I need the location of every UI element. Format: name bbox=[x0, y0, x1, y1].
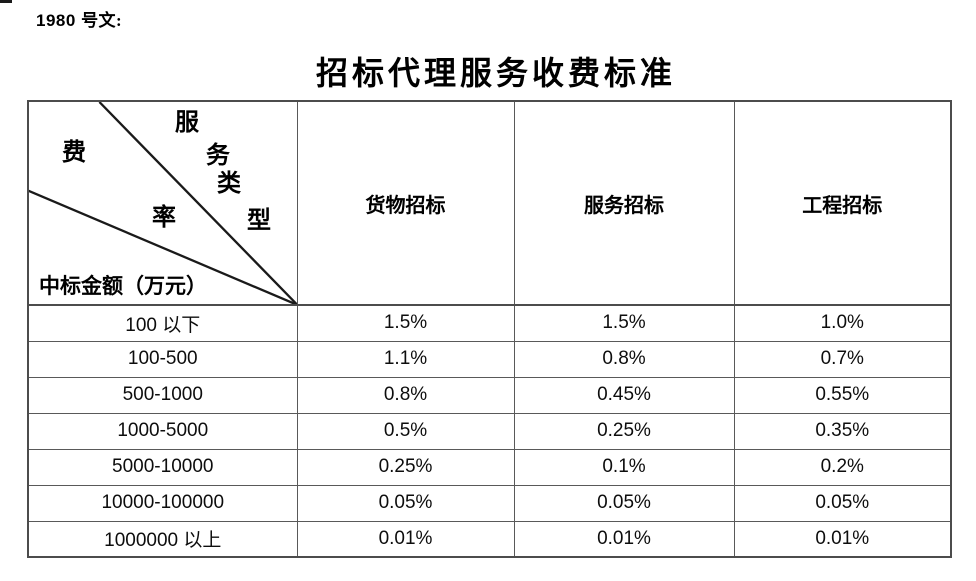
rate-cell: 0.25% bbox=[513, 412, 735, 450]
fee-standard-table: 费 率 服 务 类 型 中标金额（万元） 货物招标 服务招标 工程招标 100 … bbox=[27, 100, 952, 558]
table-row: 100 以下 1.5% 1.5% 1.0% bbox=[27, 304, 952, 342]
amount-cell: 1000000 以上 bbox=[27, 520, 298, 558]
rate-cell: 0.01% bbox=[296, 520, 515, 558]
amount-cell: 10000-100000 bbox=[27, 484, 298, 522]
corner-rate-char: 率 bbox=[152, 205, 176, 231]
rate-cell: 1.1% bbox=[296, 340, 515, 378]
rate-cell: 0.25% bbox=[296, 448, 515, 486]
rate-cell: 1.5% bbox=[513, 304, 735, 342]
rate-cell: 0.05% bbox=[513, 484, 735, 522]
amount-cell: 100-500 bbox=[27, 340, 298, 378]
column-header-services: 服务招标 bbox=[513, 100, 735, 306]
rate-cell: 0.2% bbox=[733, 448, 952, 486]
diagonal-corner-cell: 费 率 服 务 类 型 中标金额（万元） bbox=[27, 100, 298, 306]
corner-amount-label: 中标金额（万元） bbox=[39, 275, 207, 298]
table-row: 500-1000 0.8% 0.45% 0.55% bbox=[27, 376, 952, 414]
rate-cell: 0.55% bbox=[733, 376, 952, 414]
page-title: 招标代理服务收费标准 bbox=[315, 55, 676, 91]
rate-cell: 0.05% bbox=[296, 484, 515, 522]
rate-cell: 0.05% bbox=[733, 484, 952, 522]
table-header-row: 费 率 服 务 类 型 中标金额（万元） 货物招标 服务招标 工程招标 bbox=[27, 100, 952, 306]
diagonal-split-lines bbox=[29, 102, 296, 303]
table-row: 10000-100000 0.05% 0.05% 0.05% bbox=[27, 484, 952, 522]
scan-artifact bbox=[0, 0, 12, 3]
rate-cell: 0.8% bbox=[513, 340, 735, 378]
corner-fee-char: 费 bbox=[62, 140, 86, 166]
doc-number-suffix: 号文: bbox=[81, 11, 123, 30]
rate-cell: 0.1% bbox=[513, 448, 735, 486]
table-row: 5000-10000 0.25% 0.1% 0.2% bbox=[27, 448, 952, 486]
column-header-goods: 货物招标 bbox=[296, 100, 515, 306]
amount-cell: 100 以下 bbox=[27, 304, 298, 342]
rate-cell: 0.45% bbox=[513, 376, 735, 414]
column-header-engineering: 工程招标 bbox=[733, 100, 952, 306]
rate-cell: 1.5% bbox=[296, 304, 515, 342]
amount-cell: 1000-5000 bbox=[27, 412, 298, 450]
rate-cell: 1.0% bbox=[733, 304, 952, 342]
corner-service-char: 务 bbox=[206, 143, 230, 169]
rate-cell: 0.8% bbox=[296, 376, 515, 414]
doc-number-label: 1980 号文: bbox=[36, 6, 122, 31]
amount-cell: 5000-10000 bbox=[27, 448, 298, 486]
corner-service-char: 型 bbox=[247, 208, 271, 234]
rate-cell: 0.5% bbox=[296, 412, 515, 450]
amount-cell: 500-1000 bbox=[27, 376, 298, 414]
corner-service-char: 服 bbox=[175, 110, 199, 136]
table-row: 1000000 以上 0.01% 0.01% 0.01% bbox=[27, 520, 952, 558]
table-row: 1000-5000 0.5% 0.25% 0.35% bbox=[27, 412, 952, 450]
rate-cell: 0.01% bbox=[513, 520, 735, 558]
doc-number: 1980 bbox=[36, 11, 76, 30]
rate-cell: 0.7% bbox=[733, 340, 952, 378]
corner-service-char: 类 bbox=[217, 171, 241, 197]
rate-cell: 0.35% bbox=[733, 412, 952, 450]
rate-cell: 0.01% bbox=[733, 520, 952, 558]
table-row: 100-500 1.1% 0.8% 0.7% bbox=[27, 340, 952, 378]
